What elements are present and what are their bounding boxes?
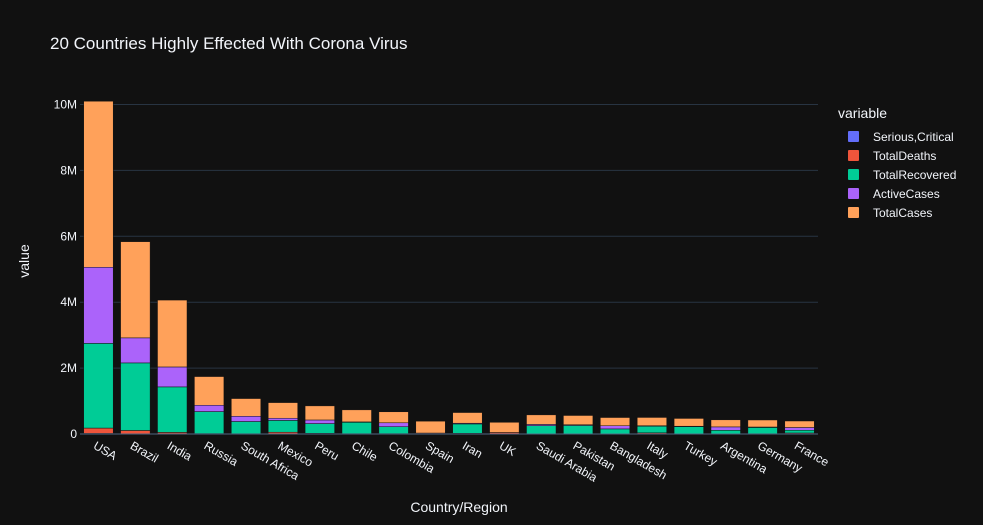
bar-segment (452, 423, 483, 434)
bar-segment (231, 421, 262, 434)
bar-segment (784, 427, 815, 431)
bar-segment (378, 411, 409, 424)
bar-segment (563, 425, 594, 435)
bar-segment (83, 100, 114, 268)
bar-segment (267, 402, 298, 419)
legend-swatch (848, 131, 859, 142)
bar-segment (784, 430, 815, 434)
y-tick-label: 4M (60, 295, 77, 309)
legend-swatch (848, 150, 859, 161)
y-tick-label: 2M (60, 361, 77, 375)
bar-segment (415, 420, 446, 434)
bar-segment (600, 428, 631, 435)
bar-segment (673, 418, 704, 427)
legend: variable Serious,Critical TotalDeaths Tota… (838, 105, 978, 222)
bar-segment (231, 398, 262, 417)
bar-segment (747, 419, 778, 428)
bar-segment (378, 426, 409, 434)
bar-segment (157, 299, 188, 368)
bar-segment (194, 411, 225, 434)
legend-item[interactable]: Serious,Critical (838, 127, 978, 146)
bar-segment (157, 386, 188, 433)
bar-segment (378, 422, 409, 427)
x-tick-label: Russia (202, 438, 241, 469)
bar-segment (120, 430, 151, 434)
bar-segment (341, 409, 372, 423)
bar-segment (267, 420, 298, 433)
legend-swatch (848, 207, 859, 218)
x-tick-label: India (165, 438, 195, 463)
chart-title: 20 Countries Highly Effected With Corona… (50, 34, 408, 53)
x-tick-label: Brazil (128, 438, 161, 465)
y-tick-label: 0 (70, 427, 77, 441)
bar-segment (194, 404, 225, 412)
y-axis-title: value (16, 244, 32, 278)
bar-segment (600, 425, 631, 430)
bar-segment (710, 430, 741, 435)
bar-segment (489, 422, 520, 433)
bar-segment (526, 414, 557, 425)
x-tick-label: Chile (349, 438, 380, 464)
bar-segment (267, 417, 298, 421)
bar-segment (83, 267, 114, 344)
bar-segment (784, 420, 815, 428)
bar-segment (600, 417, 631, 426)
legend-label: TotalRecovered (873, 167, 957, 182)
bar-segment (120, 362, 151, 431)
y-tick-label: 10M (54, 97, 77, 111)
y-tick-label: 8M (60, 163, 77, 177)
bar-segment (83, 427, 114, 434)
bar-segment (673, 426, 704, 435)
legend-item[interactable]: TotalCases (838, 203, 978, 222)
bar-segment (526, 425, 557, 435)
x-tick-label: USA (91, 438, 119, 462)
bar-segment (636, 417, 667, 426)
x-tick-label: Peru (312, 438, 341, 463)
bar-segment (304, 423, 335, 434)
x-axis-title: Country/Region (410, 499, 507, 515)
legend-item[interactable]: ActiveCases (838, 184, 978, 203)
legend-item[interactable]: TotalDeaths (838, 146, 978, 165)
bar-segment (304, 419, 335, 424)
bar-segment (83, 343, 114, 429)
bar-segment (563, 415, 594, 425)
y-tick-label: 6M (60, 229, 77, 243)
legend-swatch (848, 169, 859, 180)
bar-segment (452, 412, 483, 424)
legend-label: ActiveCases (873, 186, 940, 201)
legend-label: Serious,Critical (873, 129, 954, 144)
x-tick-label: Turkey (681, 438, 719, 468)
bar-segment (341, 422, 372, 434)
bar-segment (304, 405, 335, 421)
x-tick-label: UK (497, 438, 518, 458)
bar-segment (120, 337, 151, 364)
legend-swatch (848, 188, 859, 199)
bar-segment (120, 241, 151, 339)
bar-segment (157, 366, 188, 388)
bar-segment (710, 419, 741, 428)
legend-item[interactable]: TotalRecovered (838, 165, 978, 184)
x-tick-label: Iran (460, 438, 485, 460)
bar-segment (231, 416, 262, 422)
legend-title: variable (838, 105, 888, 121)
bar-segment (636, 425, 667, 434)
legend-label: TotalDeaths (873, 148, 937, 163)
bar-segment (747, 427, 778, 434)
bar-segment (194, 376, 225, 406)
bar-segment (710, 426, 741, 431)
legend-label: TotalCases (873, 205, 933, 220)
